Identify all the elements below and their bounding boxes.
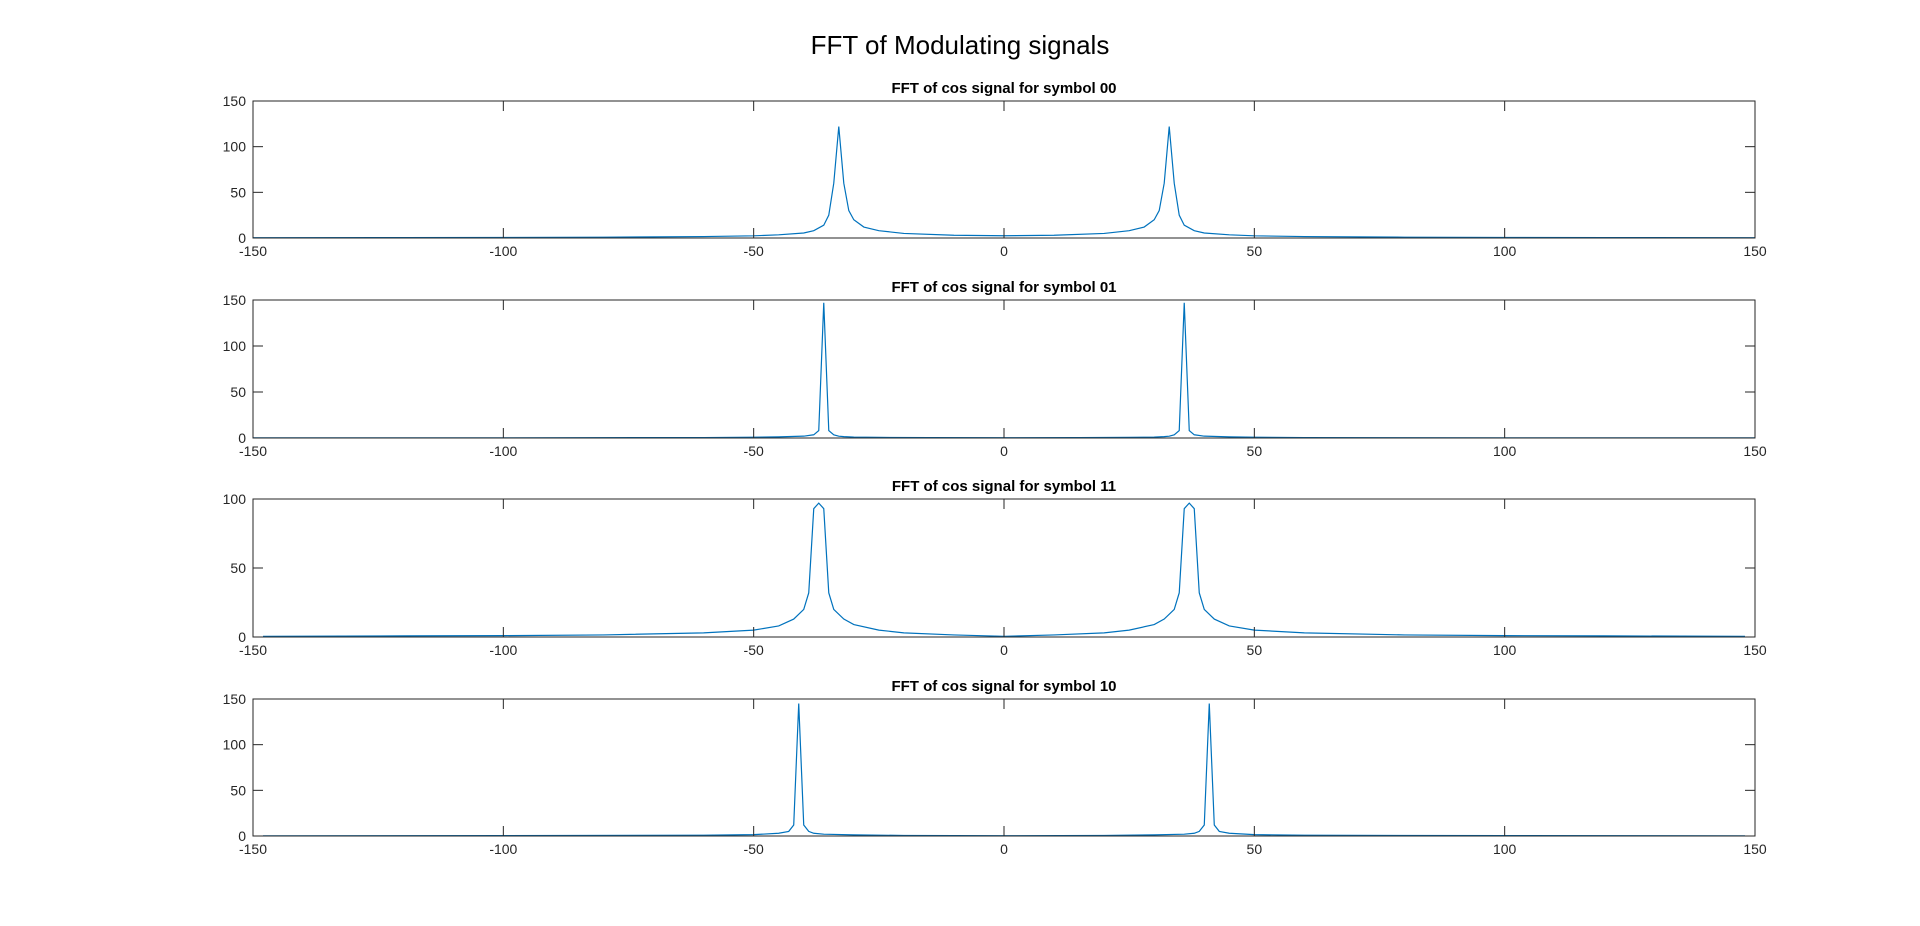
x-tick-label: 0: [1000, 642, 1008, 658]
subplot-title: FFT of cos signal for symbol 00: [891, 80, 1116, 97]
x-tick-label: -50: [744, 243, 764, 259]
x-tick-label: 100: [1493, 443, 1517, 459]
series-line: [252, 126, 1756, 239]
y-tick-label: 100: [223, 737, 247, 753]
subplot-title: FFT of cos signal for symbol 10: [891, 678, 1116, 695]
y-tick-label: 100: [223, 491, 247, 507]
x-tick-label: -150: [239, 642, 267, 658]
series-line: [252, 302, 1756, 439]
x-tick-label: -100: [489, 243, 517, 259]
x-tick-label: -100: [489, 642, 517, 658]
y-tick-label: 50: [230, 384, 246, 400]
subplot-3: FFT of cos signal for symbol 11 -150 -100 -…: [223, 478, 1767, 658]
x-tick-label: 150: [1743, 642, 1767, 658]
subplot-title: FFT of cos signal for symbol 11: [892, 478, 1116, 495]
x-tick-label: 0: [1000, 243, 1008, 259]
x-tick-label: -100: [489, 443, 517, 459]
x-tick-label: 100: [1493, 243, 1517, 259]
series-line: [263, 703, 1745, 837]
y-tick-label: 0: [238, 230, 246, 246]
y-tick-label: 50: [230, 782, 246, 798]
axes-box: [252, 100, 1756, 239]
x-tick-label: 150: [1743, 243, 1767, 259]
figure-title: FFT of Modulating signals: [810, 30, 1110, 60]
x-tick-label: -150: [239, 243, 267, 259]
subplot-title: FFT of cos signal for symbol 01: [891, 279, 1116, 296]
axes-box: [252, 498, 1756, 638]
x-tick-label: 0: [1000, 443, 1008, 459]
y-tick-label: 150: [223, 691, 247, 707]
x-tick-label: -150: [239, 841, 267, 857]
y-tick-label: 50: [230, 560, 246, 576]
series-line: [263, 502, 1745, 637]
x-tick-label: -150: [239, 443, 267, 459]
y-tick-label: 0: [238, 828, 246, 844]
x-tick-label: 100: [1493, 841, 1517, 857]
x-tick-label: 50: [1247, 443, 1263, 459]
x-tick-label: 150: [1743, 841, 1767, 857]
y-tick-label: 150: [223, 292, 247, 308]
x-tick-label: 0: [1000, 841, 1008, 857]
x-tick-label: -100: [489, 841, 517, 857]
x-tick-label: 50: [1247, 243, 1263, 259]
subplot-2: FFT of cos signal for symbol 01 -150 -100 -…: [223, 279, 1767, 459]
x-tick-label: -50: [744, 642, 764, 658]
x-tick-label: 150: [1743, 443, 1767, 459]
axes-box: [252, 698, 1756, 837]
x-tick-label: -50: [744, 841, 764, 857]
axes-box: [252, 299, 1756, 439]
y-tick-label: 100: [223, 139, 247, 155]
x-tick-label: 100: [1493, 642, 1517, 658]
subplot-4: FFT of cos signal for symbol 10 -150 -100 -…: [223, 678, 1767, 857]
x-tick-label: 50: [1247, 642, 1263, 658]
y-tick-label: 100: [223, 338, 247, 354]
y-tick-label: 150: [223, 93, 247, 109]
subplot-1: FFT of cos signal for symbol 00 -150 -100 -…: [223, 80, 1767, 259]
y-tick-label: 0: [238, 629, 246, 645]
x-tick-label: 50: [1247, 841, 1263, 857]
y-tick-label: 0: [238, 430, 246, 446]
y-tick-label: 50: [230, 184, 246, 200]
x-tick-label: -50: [744, 443, 764, 459]
